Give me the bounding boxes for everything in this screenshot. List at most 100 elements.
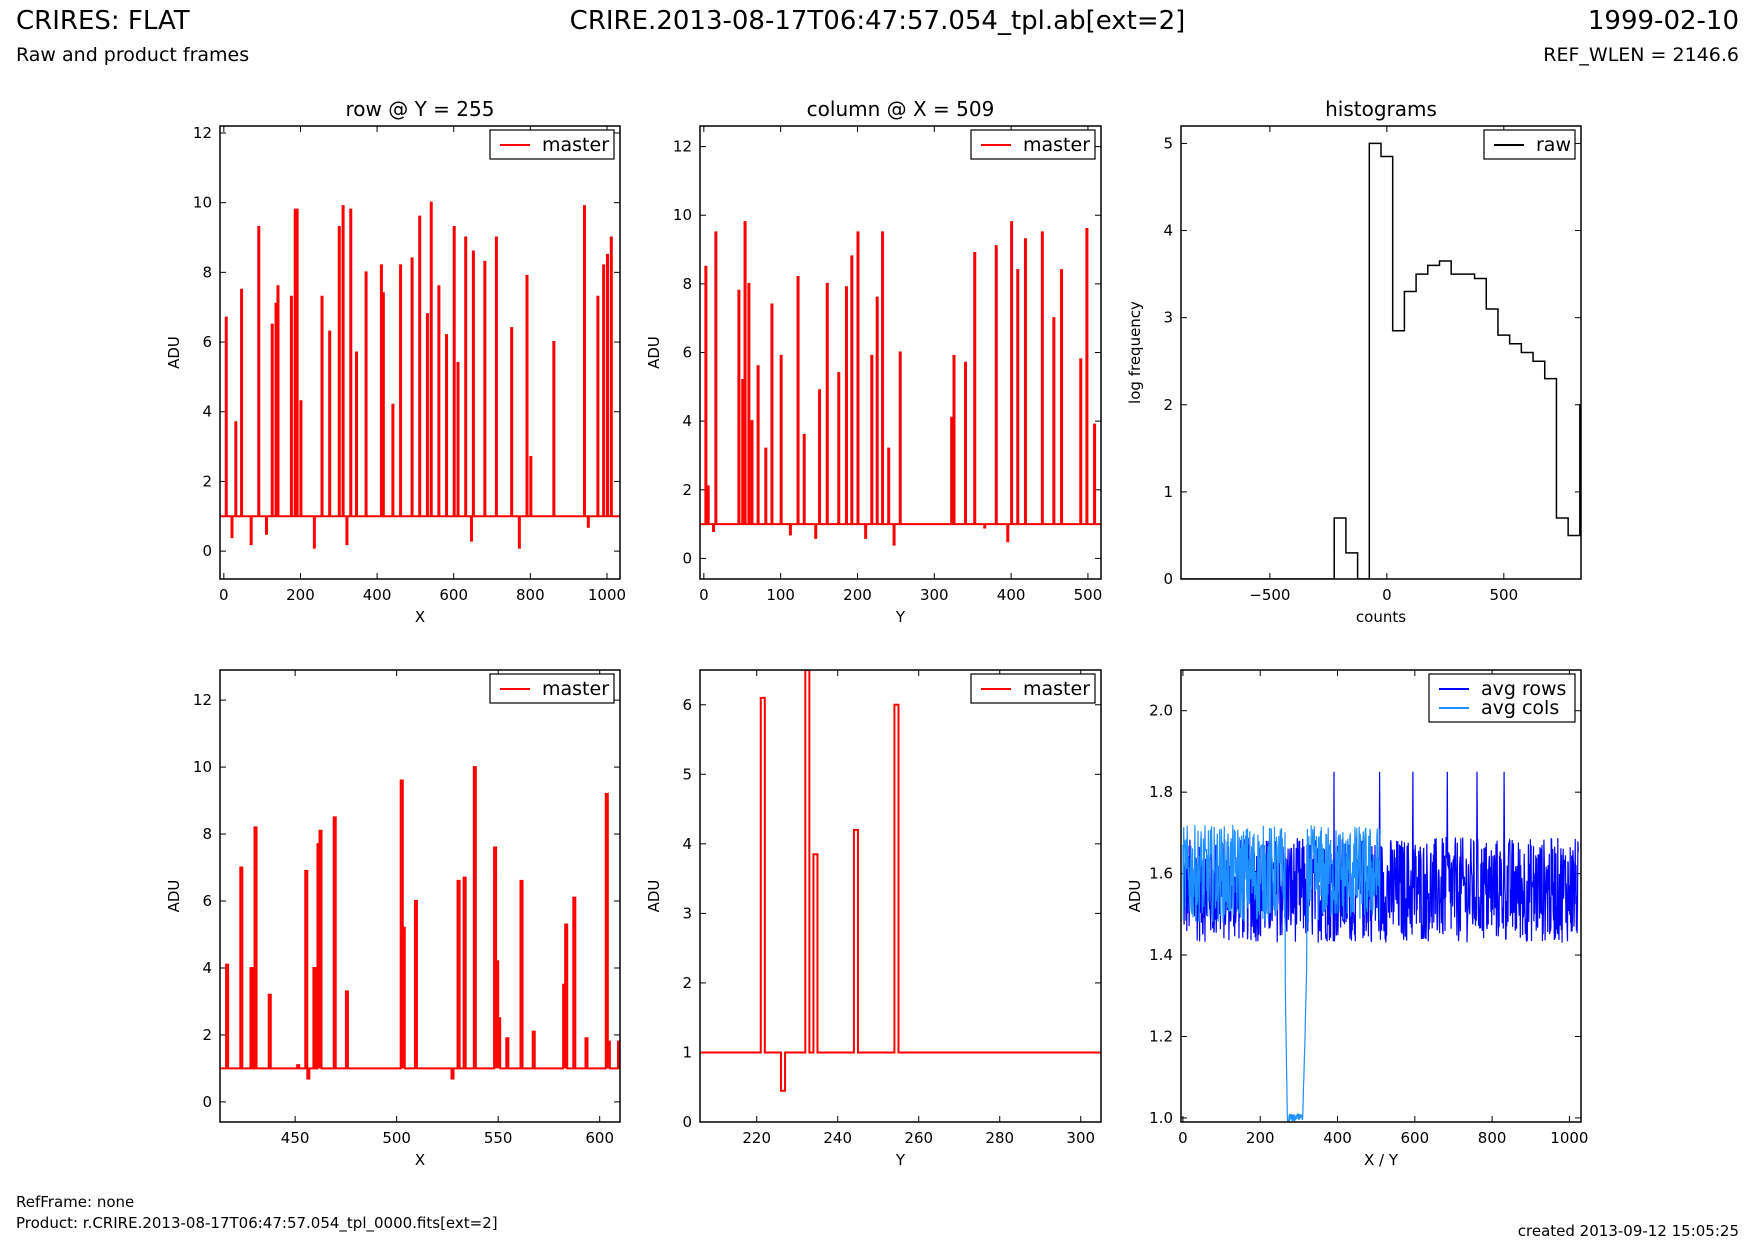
chart-frame [1180,125,1582,580]
chart-plot-area [1181,142,1581,579]
x-tick-label: 500 [1489,586,1518,604]
page-title: CRIRES: FLAT [16,6,190,36]
y-tick-label: 0 [202,1093,212,1111]
y-tick-label: 6 [202,333,212,351]
series-line-raw [1181,142,1581,579]
y-tick-label: 6 [202,892,212,910]
chart-title: histograms [1325,97,1437,121]
y-tick-label: 1.8 [1149,783,1173,801]
x-tick-label: 0 [699,586,709,604]
refframe-label: RefFrame: none [16,1193,135,1211]
chart-title: column @ X = 509 [807,97,995,121]
x-tick-label: 550 [484,1129,513,1147]
series-line-avg-cols [1182,824,1381,1122]
x-axis-label: X / Y [1364,1151,1399,1169]
x-tick-label: 200 [286,586,315,604]
y-axis-label: ADU [645,880,663,913]
created-label: created 2013-09-12 15:05:25 [1517,1222,1739,1240]
date-label: 1999-02-10 [1587,6,1739,36]
x-tick-label: 1000 [588,586,626,604]
chart-2: 0 100 200 300 400 500 0 2 4 6 8 10 12 column @ X = 50… [645,97,1102,626]
chart-plot-area [1182,771,1579,1122]
x-tick-label: 800 [1478,1129,1507,1147]
x-tick-label: 220 [742,1129,771,1147]
x-tick-label: 500 [382,1129,411,1147]
y-tick-label: 10 [193,758,212,776]
y-tick-label: 4 [682,412,692,430]
y-tick-label: 8 [202,263,212,281]
y-tick-label: 1.0 [1149,1109,1173,1127]
legend-box [970,673,1096,704]
x-tick-label: 300 [920,586,949,604]
legend-label: master [542,678,609,700]
y-tick-label: 12 [673,138,692,156]
chart-6: 0 200 400 600 800 1000 1.0 1.2 1.4 1.6 1.8 2.0 X / Y… [1126,669,1588,1169]
y-tick-label: 2.0 [1149,702,1173,720]
y-tick-label: 4 [1163,222,1173,240]
legend-label: avg cols [1481,697,1559,719]
legend: master [489,673,615,704]
y-tick-label: 10 [673,206,692,224]
x-tick-label: 260 [904,1129,933,1147]
chart-plot-area [700,670,1101,1092]
y-tick-label: 0 [682,1113,692,1131]
x-tick-label: 400 [363,586,392,604]
chart-frame [1180,669,1582,1123]
chart-plot-area [220,201,620,549]
y-tick-label: 1 [682,1043,692,1061]
y-tick-label: 8 [202,825,212,843]
y-tick-label: 4 [682,835,692,853]
x-tick-label: 240 [823,1129,852,1147]
x-tick-label: 600 [585,1129,614,1147]
chart-frame [219,669,621,1123]
x-tick-label: 400 [1323,1129,1352,1147]
page-subtitle: Raw and product frames [16,44,250,66]
legend: master [970,673,1096,704]
series-line-master [220,201,620,549]
y-tick-label: 2 [1163,396,1173,414]
y-axis-label: ADU [645,336,663,369]
chart-plot-area [220,766,620,1080]
y-tick-label: 12 [193,691,212,709]
y-tick-label: 2 [202,472,212,490]
y-tick-label: 8 [682,275,692,293]
x-tick-label: 200 [843,586,872,604]
y-tick-label: 6 [682,344,692,362]
chart-frame [699,669,1102,1123]
x-tick-label: 500 [1074,586,1103,604]
x-tick-label: 600 [439,586,468,604]
x-tick-label: 400 [997,586,1026,604]
series-line-master [700,670,1101,1092]
file-name: CRIRE.2013-08-17T06:47:57.054_tpl.ab[ext… [569,6,1186,36]
y-axis-label: ADU [165,336,183,369]
x-axis-label: X [415,1151,425,1169]
y-tick-label: 3 [1163,309,1173,327]
x-tick-label: 300 [1066,1129,1095,1147]
y-tick-label: 5 [682,765,692,783]
legend: raw [1483,129,1576,160]
legend-label: raw [1536,134,1571,156]
y-tick-label: 1.2 [1149,1027,1173,1045]
product-label: Product: r.CRIRE.2013-08-17T06:47:57.054… [16,1214,498,1232]
y-tick-label: 0 [202,542,212,560]
y-tick-label: 6 [682,696,692,714]
x-tick-label: 0 [1178,1129,1188,1147]
y-tick-label: 1.4 [1149,946,1173,964]
x-tick-label: −500 [1249,586,1290,604]
y-tick-label: 3 [682,904,692,922]
y-tick-label: 0 [682,549,692,567]
legend-box [1428,673,1576,723]
x-tick-label: 280 [985,1129,1014,1147]
y-tick-label: 10 [193,194,212,212]
y-tick-label: 4 [202,403,212,421]
chart-1: 0 200 400 600 800 1000 0 2 4 6 8 10 12 row @ Y = 255 X… [165,97,626,626]
x-axis-label: Y [895,1151,906,1169]
y-tick-label: 4 [202,959,212,977]
legend-label: avg rows [1481,678,1566,700]
y-axis-label: log frequency [1126,301,1144,404]
y-tick-label: 2 [202,1026,212,1044]
y-tick-label: 0 [1163,570,1173,588]
legend-label: master [1023,134,1090,156]
